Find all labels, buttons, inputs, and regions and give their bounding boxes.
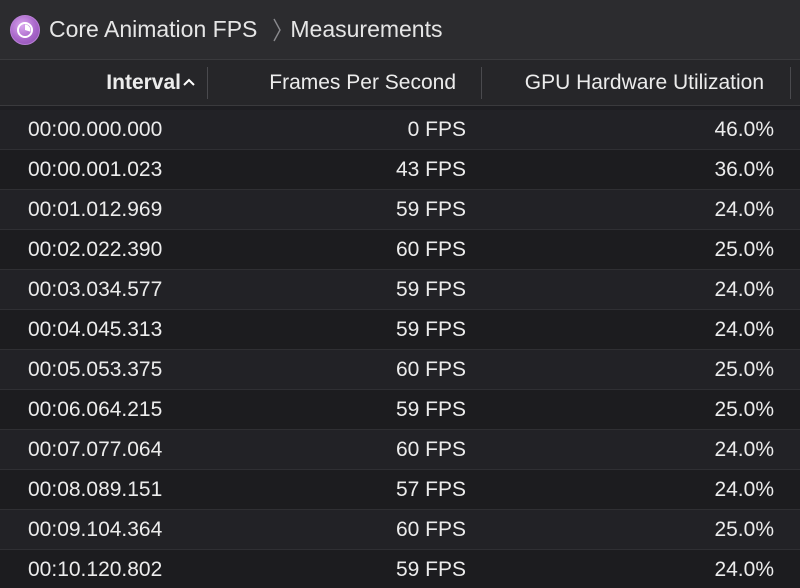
core-animation-gauge-icon[interactable] [10, 14, 40, 45]
cell-gpu-utilization: 24.0% [714, 438, 774, 461]
cell-interval: 00:03.034.577 [28, 278, 163, 301]
cell-gpu-utilization: 36.0% [714, 158, 774, 181]
table-row[interactable]: 00:05.053.375 60 FPS 25.0% [0, 350, 800, 390]
column-header-fps-label: Frames Per Second [269, 71, 456, 94]
cell-interval: 00:00.001.023 [28, 158, 163, 181]
cell-interval: 00:07.077.064 [28, 438, 163, 461]
cell-interval: 00:04.045.313 [28, 318, 163, 341]
table-column-header: Interval Frames Per Second GPU Hardware … [0, 60, 800, 106]
table-row[interactable]: 00:01.012.969 59 FPS 24.0% [0, 190, 800, 230]
table-row[interactable]: 00:00.000.000 0 FPS 46.0% [0, 110, 800, 150]
cell-interval: 00:10.120.802 [28, 558, 163, 581]
table-row[interactable]: 00:00.001.023 43 FPS 36.0% [0, 150, 800, 190]
breadcrumb: Core Animation FPS Measurements [0, 0, 800, 60]
table-row[interactable]: 00:09.104.364 60 FPS 25.0% [0, 510, 800, 550]
cell-fps: 59 FPS [395, 398, 466, 421]
table-row[interactable]: 00:08.089.151 57 FPS 24.0% [0, 470, 800, 510]
cell-interval: 00:00.000.000 [28, 118, 163, 141]
cell-fps: 0 FPS [407, 118, 466, 141]
cell-gpu-utilization: 24.0% [714, 478, 774, 501]
cell-interval: 00:05.053.375 [28, 358, 163, 381]
column-header-interval[interactable]: Interval [0, 60, 208, 106]
cell-fps: 59 FPS [395, 198, 466, 221]
table-row[interactable]: 00:10.120.802 59 FPS 24.0% [0, 550, 800, 588]
table-row[interactable]: 00:03.034.577 59 FPS 24.0% [0, 270, 800, 310]
column-divider[interactable] [207, 67, 208, 99]
table-row[interactable]: 00:06.064.215 59 FPS 25.0% [0, 390, 800, 430]
sort-ascending-chevron-icon [182, 76, 196, 90]
cell-fps: 60 FPS [395, 438, 466, 461]
table-row[interactable]: 00:02.022.390 60 FPS 25.0% [0, 230, 800, 270]
column-divider[interactable] [790, 67, 791, 99]
cell-fps: 59 FPS [395, 278, 466, 301]
cell-gpu-utilization: 25.0% [714, 518, 774, 541]
chevron-right-icon [269, 15, 285, 45]
column-header-interval-label: Interval [106, 71, 181, 94]
breadcrumb-root-instrument[interactable]: Core Animation FPS [49, 16, 258, 42]
table-row[interactable]: 00:04.045.313 59 FPS 24.0% [0, 310, 800, 350]
column-divider[interactable] [481, 67, 482, 99]
cell-gpu-utilization: 24.0% [714, 198, 774, 221]
cell-interval: 00:08.089.151 [28, 478, 163, 501]
cell-gpu-utilization: 25.0% [714, 358, 774, 381]
cell-gpu-utilization: 25.0% [714, 398, 774, 421]
cell-gpu-utilization: 24.0% [714, 278, 774, 301]
cell-gpu-utilization: 24.0% [714, 318, 774, 341]
column-header-gpu-label: GPU Hardware Utilization [524, 71, 764, 94]
cell-fps: 60 FPS [395, 518, 466, 541]
measurements-table-body: 00:00.000.000 0 FPS 46.0% 00:00.001.023 … [0, 110, 800, 588]
cell-fps: 43 FPS [395, 158, 466, 181]
cell-interval: 00:06.064.215 [28, 398, 163, 421]
cell-gpu-utilization: 24.0% [714, 558, 774, 581]
cell-interval: 00:09.104.364 [28, 518, 163, 541]
column-header-gpu[interactable]: GPU Hardware Utilization [481, 60, 791, 106]
cell-fps: 60 FPS [395, 358, 466, 381]
cell-fps: 59 FPS [395, 558, 466, 581]
cell-interval: 00:01.012.969 [28, 198, 163, 221]
breadcrumb-current-measurements[interactable]: Measurements [290, 16, 443, 42]
cell-fps: 60 FPS [395, 238, 466, 261]
cell-fps: 57 FPS [395, 478, 466, 501]
cell-interval: 00:02.022.390 [28, 238, 163, 261]
cell-gpu-utilization: 25.0% [714, 238, 774, 261]
cell-fps: 59 FPS [395, 318, 466, 341]
cell-gpu-utilization: 46.0% [714, 118, 774, 141]
column-header-fps[interactable]: Frames Per Second [208, 60, 481, 106]
table-row[interactable]: 00:07.077.064 60 FPS 24.0% [0, 430, 800, 470]
